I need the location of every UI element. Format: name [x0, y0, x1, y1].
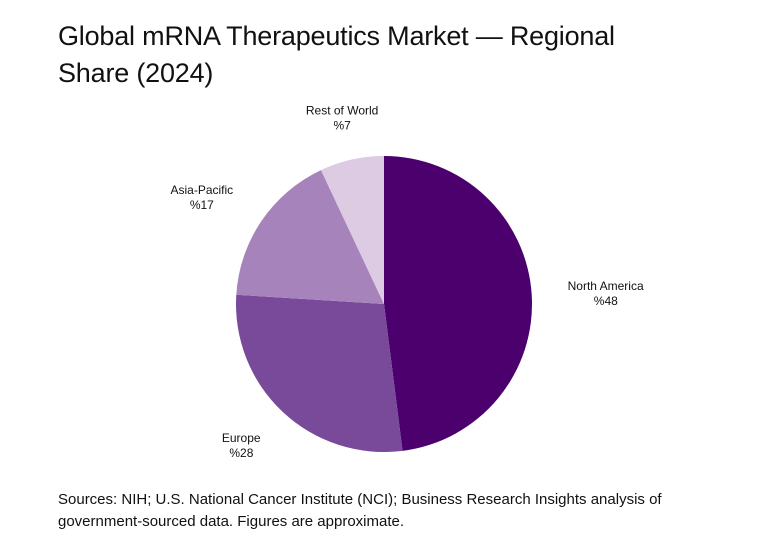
pie-slice-rest-of-world — [320, 156, 384, 304]
pie-value-label-rest-of-world: %7 — [333, 119, 351, 133]
pie-labels: North America%48 Europe%28 Asia-Pacific%17… — [171, 104, 644, 460]
pie-label-asia-pacific: Asia-Pacific — [171, 183, 234, 197]
pie-value-label-north-america: %48 — [594, 294, 618, 308]
pie-slice-north-america — [384, 156, 533, 451]
pie-value-label-asia-pacific: %17 — [190, 198, 214, 212]
pie-value-label-europe: %28 — [229, 446, 253, 460]
pie-slice-asia-pacific — [236, 170, 384, 304]
chart-title-line-1: Global mRNA Therapeutics Market — Region… — [58, 21, 615, 51]
pie-slices — [235, 156, 533, 453]
pie-label-north-america: North America — [568, 279, 644, 293]
pie-slice-europe — [235, 294, 403, 453]
chart-title-line-2: Share (2024) — [58, 58, 214, 88]
pie-label-rest-of-world: Rest of World — [306, 104, 378, 118]
chart-title: Global mRNA Therapeutics Market — Region… — [58, 18, 738, 92]
source-note: Sources: NIH; U.S. National Cancer Insti… — [58, 491, 662, 530]
pie-label-europe: Europe — [222, 431, 261, 445]
